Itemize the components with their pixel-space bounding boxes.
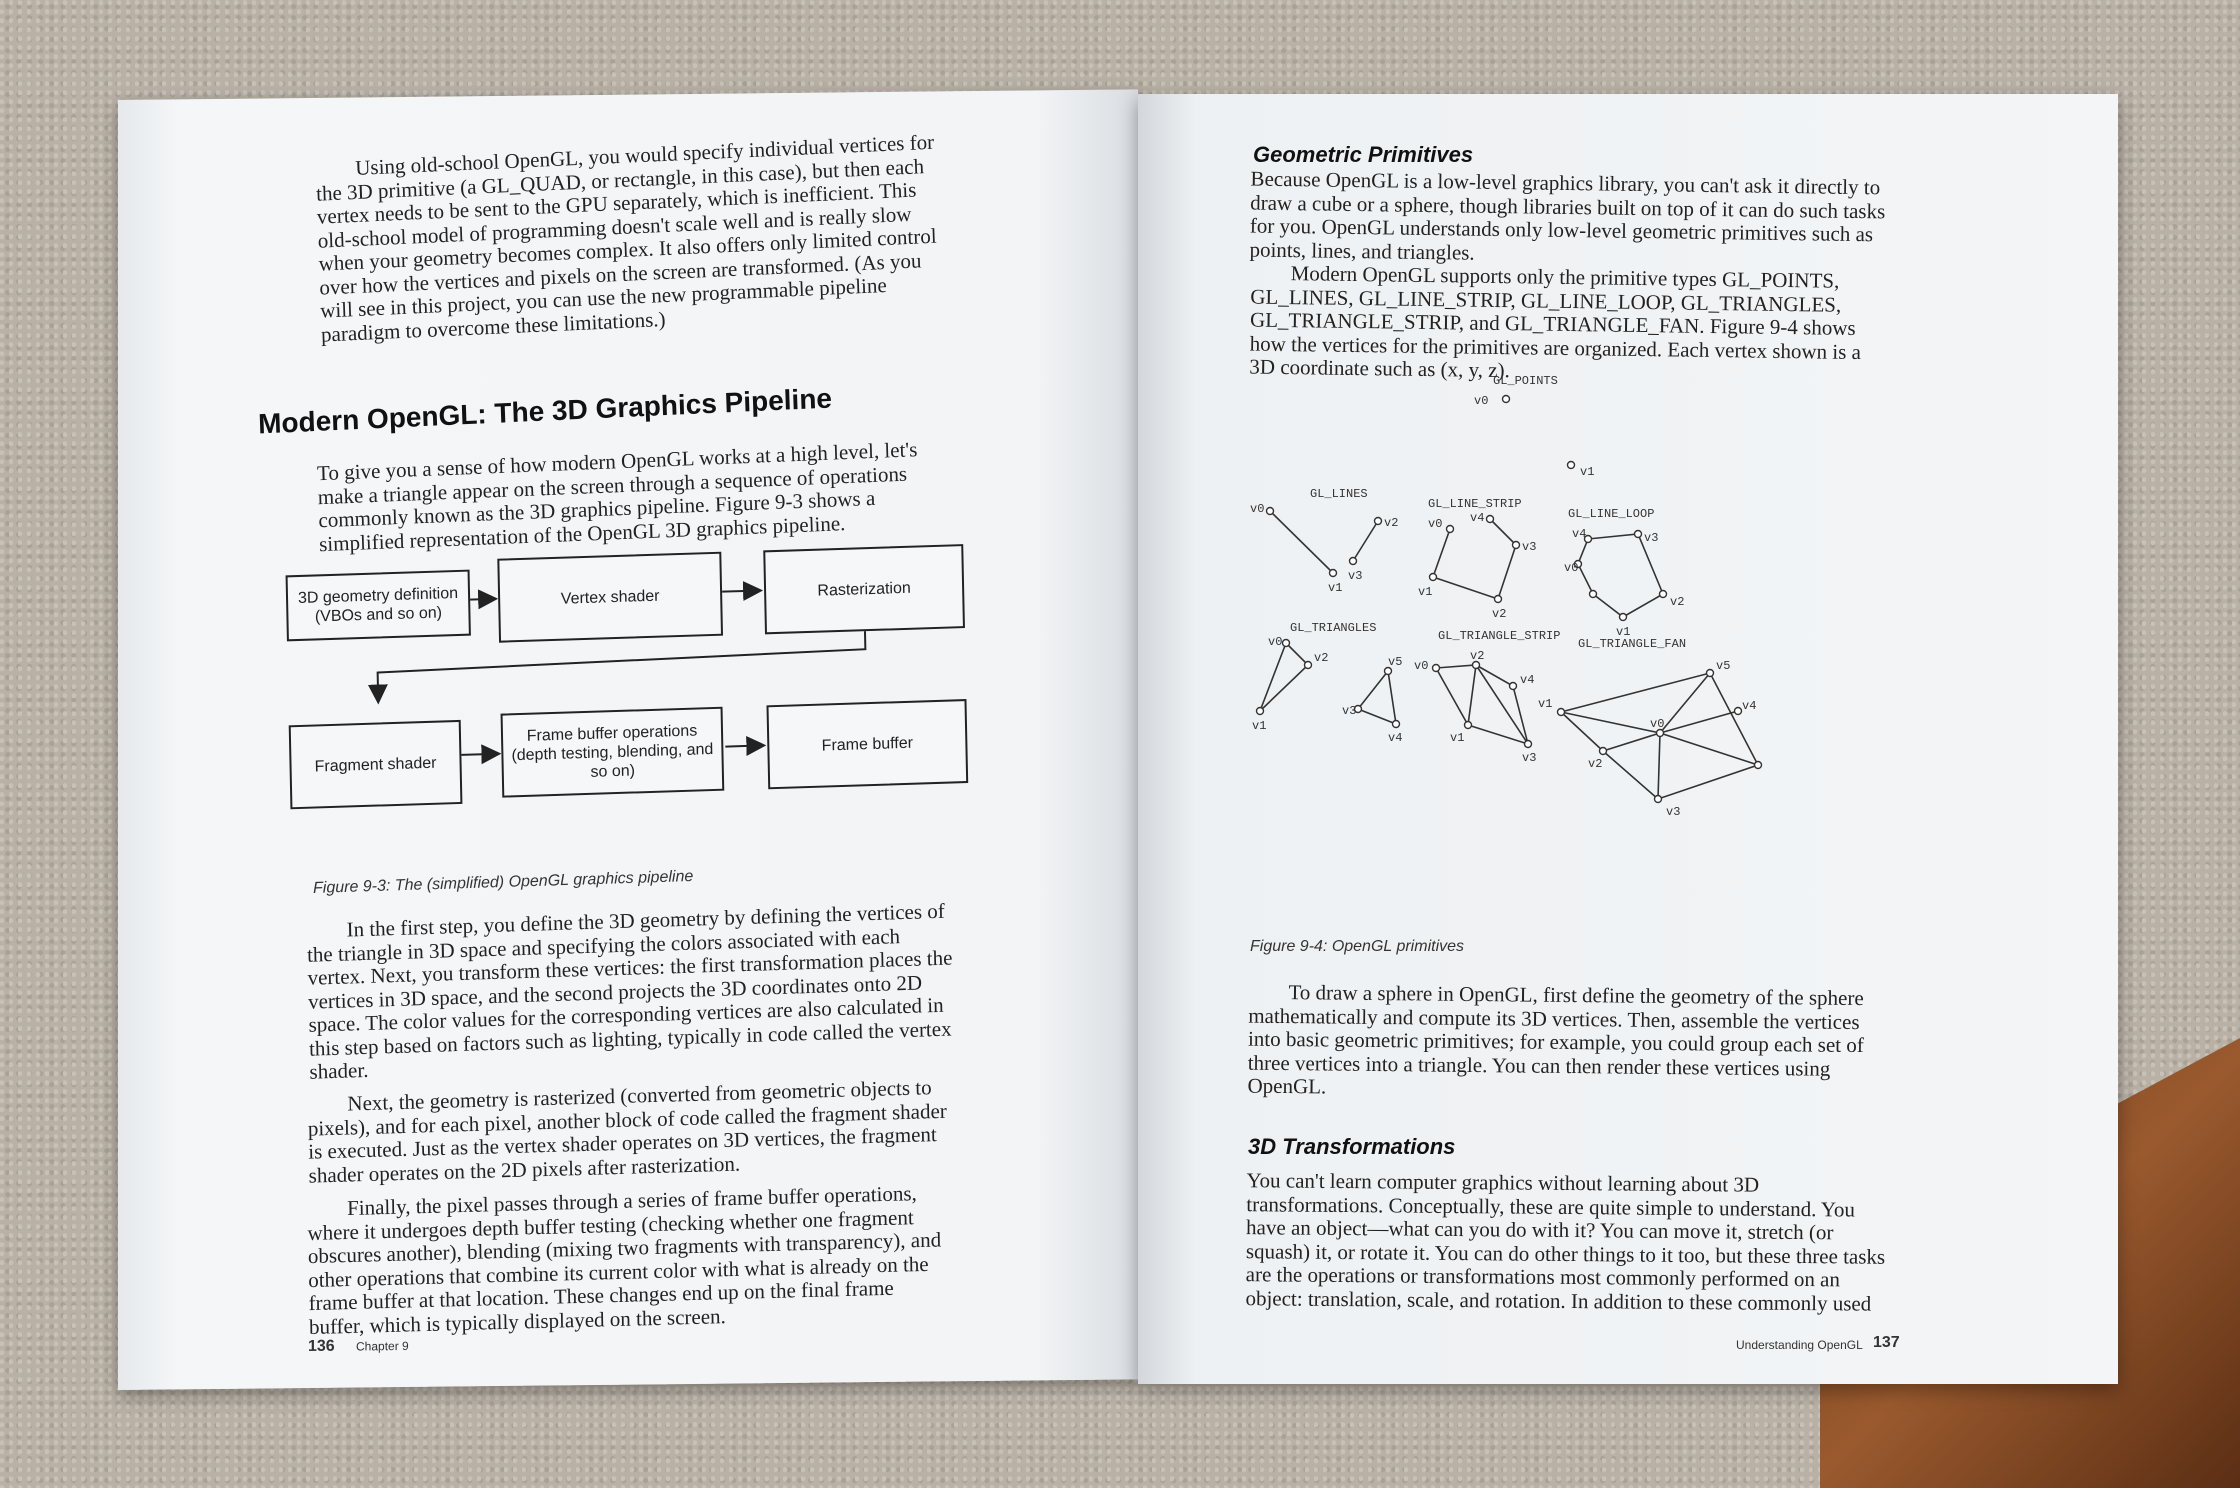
- gl-triangle-fan-label: GL_TRIANGLE_FAN: [1578, 637, 1686, 651]
- vertex-label: v5: [1716, 659, 1730, 673]
- vertex-label: v1: [1450, 731, 1464, 745]
- vertex-label: v1: [1418, 585, 1432, 599]
- 3d-transformations-heading: 3D Transformations: [1248, 1134, 1456, 1159]
- left-page: Using old-school OpenGL, you would speci…: [118, 89, 1138, 1390]
- vertex-label: v0: [1650, 717, 1664, 731]
- vertex-label: v4: [1742, 699, 1756, 713]
- right-running-head: Understanding OpenGL: [1736, 1338, 1863, 1352]
- rasterization-box: Rasterization: [763, 544, 965, 635]
- gl-lines-label: GL_LINES: [1310, 487, 1368, 501]
- vertex-label: v0: [1428, 517, 1442, 531]
- sphere-paragraph: To draw a sphere in OpenGL, first define…: [1247, 980, 1864, 1099]
- vertex-label: v1: [1580, 465, 1594, 479]
- pipeline-figure: 3D geometry definition (VBOs and so on) …: [285, 524, 971, 845]
- vertex-label: v4: [1470, 511, 1484, 525]
- intro-paragraph: Using old-school OpenGL, you would speci…: [315, 129, 937, 347]
- vertex-label: v4: [1572, 527, 1586, 541]
- vertex-label: v2: [1470, 649, 1484, 663]
- vertex-label: v3: [1522, 751, 1536, 765]
- gl-triangle-strip-label: GL_TRIANGLE_STRIP: [1438, 629, 1560, 643]
- figure-9-3-caption: Figure 9-3: The (simplified) OpenGL grap…: [312, 867, 694, 897]
- first-step-paragraph: In the first step, you define the 3D geo…: [306, 898, 953, 1084]
- vertex-label: v1: [1538, 697, 1552, 711]
- vertex-label: v2: [1384, 516, 1398, 530]
- gl-line-loop-label: GL_LINE_LOOP: [1568, 507, 1654, 521]
- frame-buffer-operations-box: Frame buffer operations (depth testing, …: [500, 706, 725, 798]
- vertex-label: v1: [1616, 625, 1630, 639]
- vertex-label: v0: [1474, 394, 1488, 408]
- primitives-figure: GL_POINTS GL_LINES GL_LINE_STRIP GL_LINE…: [1250, 374, 1763, 819]
- figure-9-4-caption: Figure 9-4: OpenGL primitives: [1250, 938, 1465, 955]
- vertex-label: v1: [1328, 581, 1342, 595]
- rasterized-paragraph: Next, the geometry is rasterized (conver…: [307, 1075, 948, 1188]
- vertex-label: v3: [1666, 805, 1680, 819]
- vertex-label: v3: [1342, 704, 1356, 718]
- vertex-label: v5: [1388, 655, 1402, 669]
- vertex-label: v4: [1388, 731, 1402, 745]
- vertex-label: v3: [1522, 540, 1536, 554]
- vertex-label: v1: [1252, 719, 1266, 733]
- gl-points-label: GL_POINTS: [1493, 374, 1558, 388]
- vertex-label: v0: [1414, 659, 1428, 673]
- low-level-library-paragraph: Because OpenGL is a low-level graphics l…: [1249, 166, 1886, 265]
- fragment-shader-box: Fragment shader: [288, 719, 463, 810]
- vertex-shader-box: Vertex shader: [497, 551, 724, 643]
- vertex-label: v4: [1520, 673, 1534, 687]
- vertex-label: v2: [1670, 595, 1684, 609]
- vertex-label: v3: [1644, 531, 1658, 545]
- open-book: Using old-school OpenGL, you would speci…: [118, 89, 2128, 1400]
- geometric-primitives-heading: Geometric Primitives: [1253, 142, 1474, 167]
- vertex-label: v2: [1492, 607, 1506, 621]
- frame-buffer-box: Frame buffer: [766, 699, 969, 790]
- frame-buffer-paragraph: Finally, the pixel passes through a seri…: [307, 1181, 942, 1339]
- vertex-label: v2: [1314, 651, 1328, 665]
- left-running-head: Chapter 9: [356, 1338, 409, 1354]
- vertex-label: v0: [1250, 502, 1264, 516]
- left-page-number: 136: [308, 1337, 335, 1356]
- gl-line-strip-label: GL_LINE_STRIP: [1428, 497, 1522, 511]
- right-page: Geometric Primitives Because OpenGL is a…: [1138, 94, 2118, 1384]
- vertex-label: v0: [1268, 635, 1282, 649]
- section-heading: Modern OpenGL: The 3D Graphics Pipeline: [257, 382, 833, 440]
- gl-triangles-label: GL_TRIANGLES: [1290, 621, 1376, 635]
- transformations-paragraph: You can't learn computer graphics withou…: [1245, 1168, 1886, 1316]
- vertex-label: v3: [1348, 569, 1362, 583]
- right-page-number: 137: [1873, 1334, 1900, 1351]
- vertex-label: v0: [1564, 561, 1578, 575]
- geometry-definition-box: 3D geometry definition (VBOs and so on): [285, 569, 471, 642]
- vertex-label: v2: [1588, 757, 1602, 771]
